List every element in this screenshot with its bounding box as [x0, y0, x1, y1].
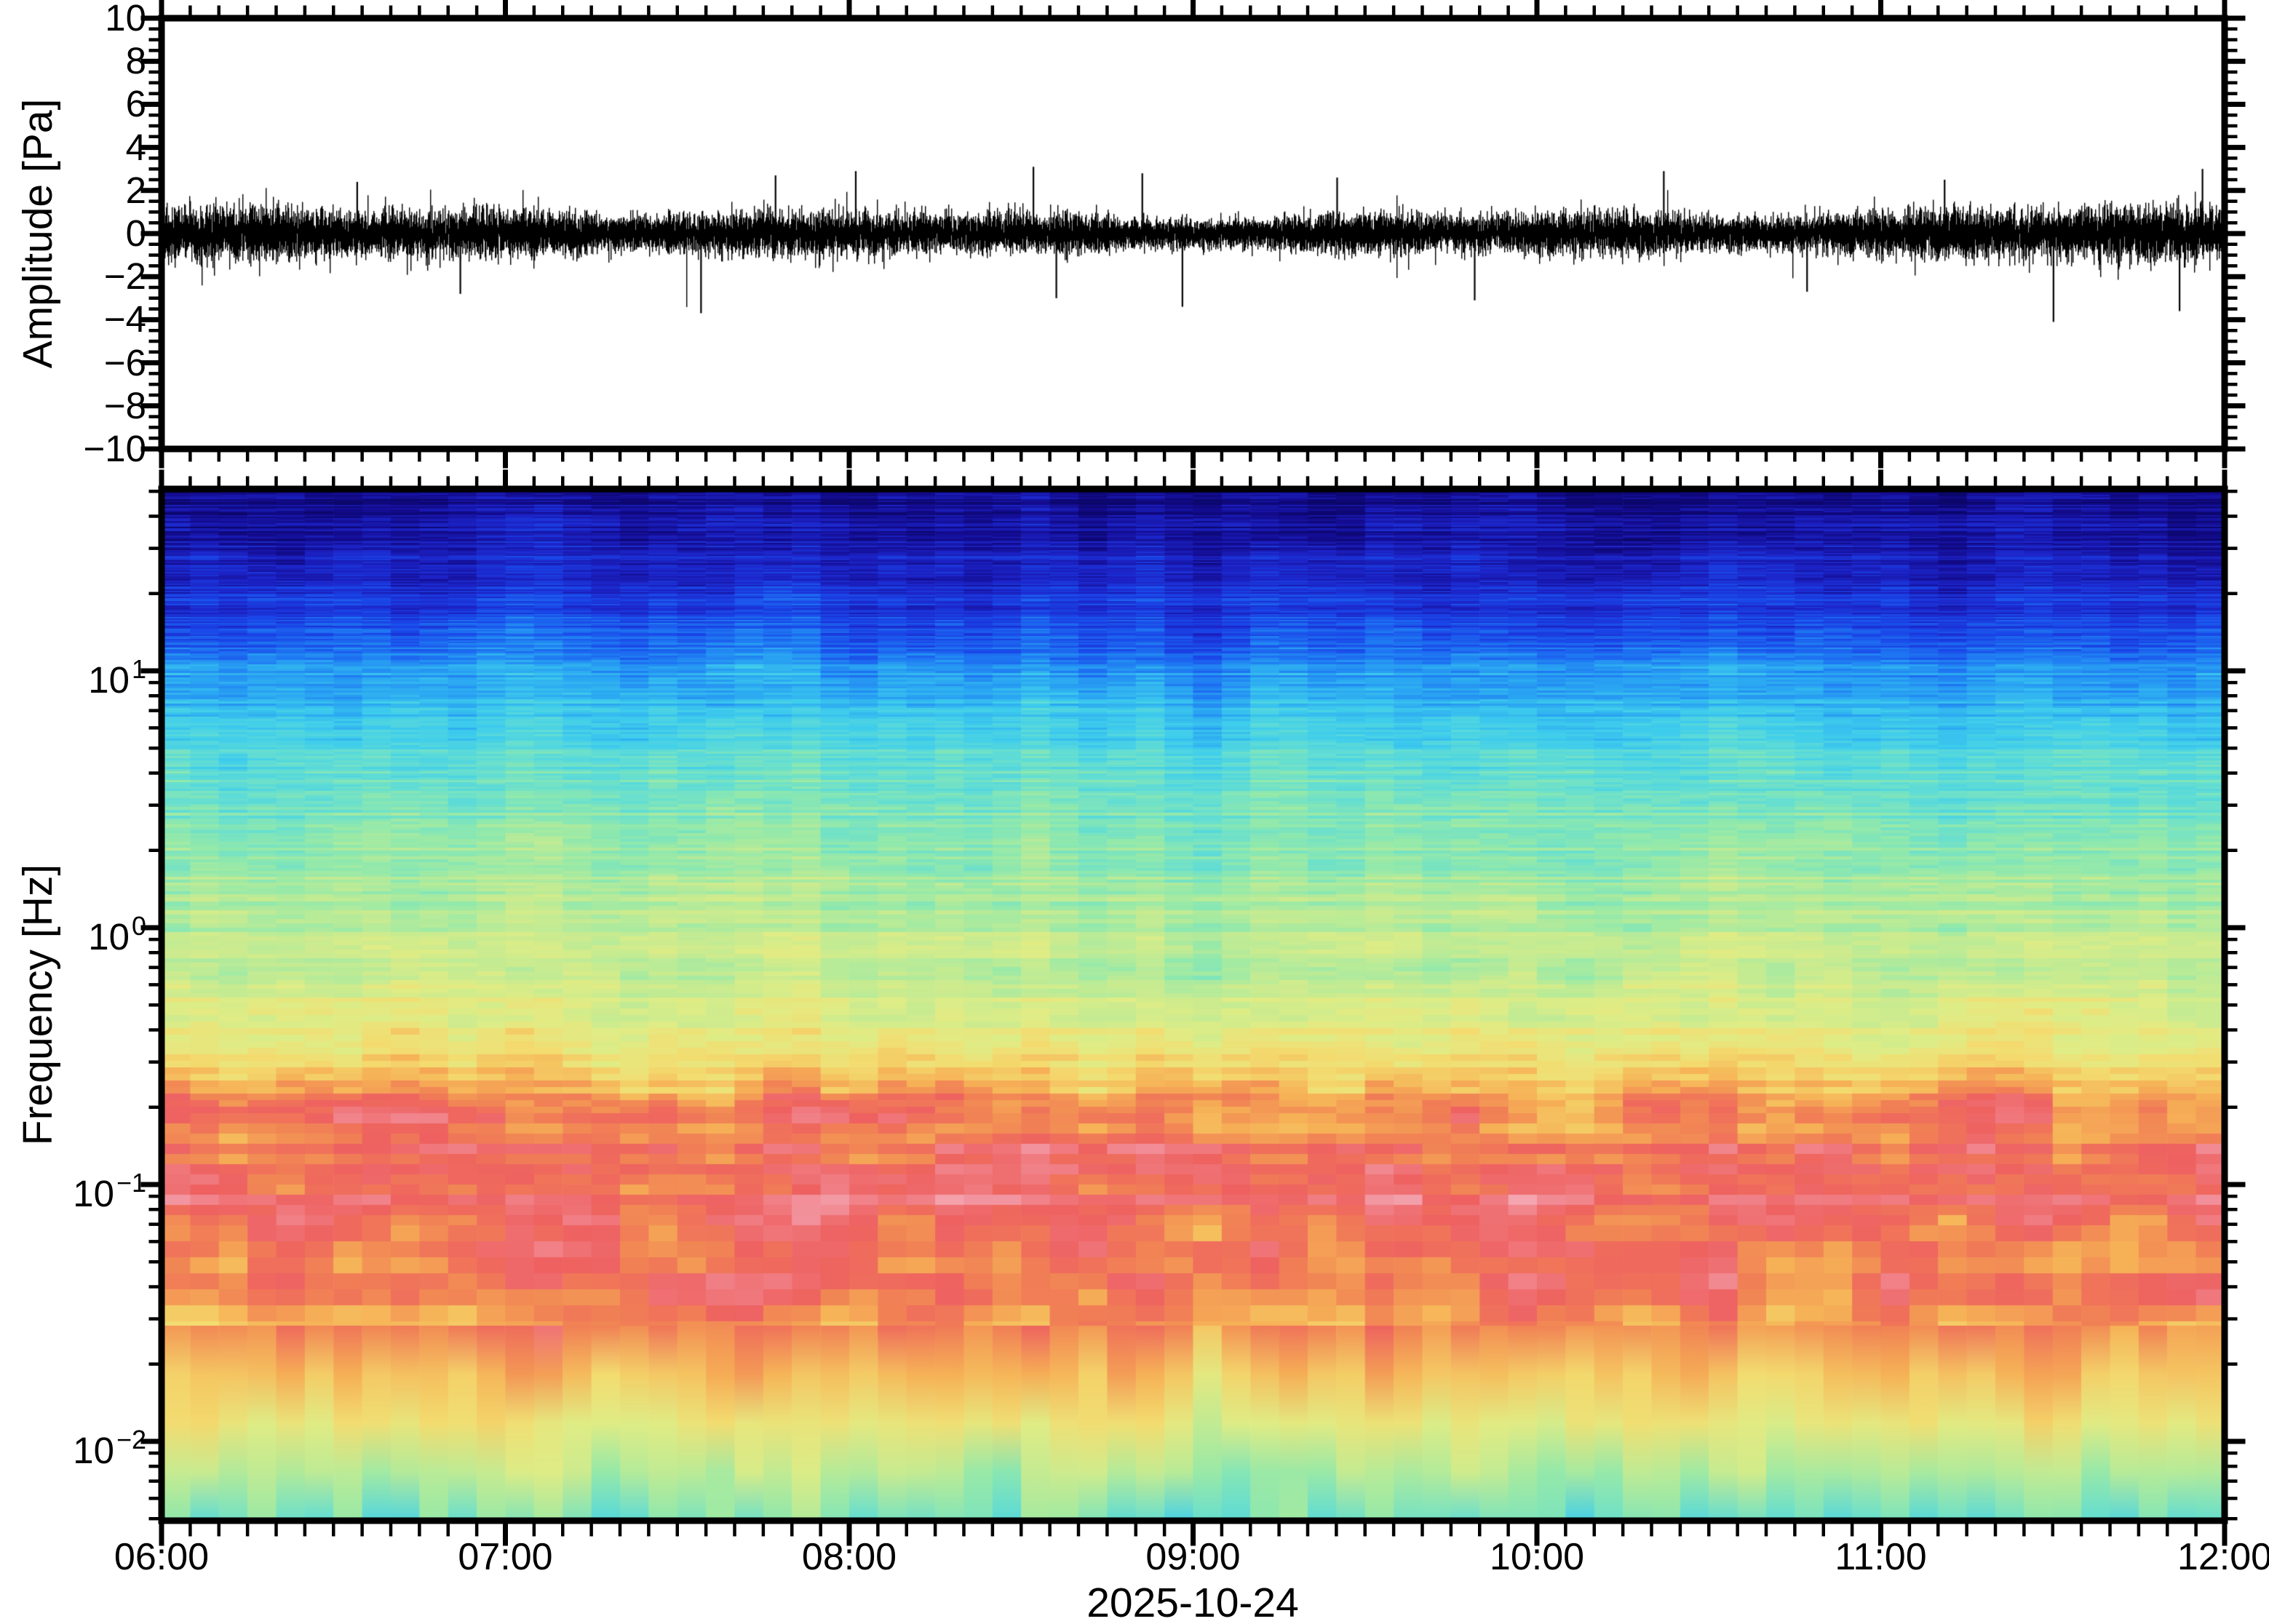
amplitude-tick-label: 0	[125, 212, 146, 254]
frequency-tick-label: 100	[0, 906, 146, 958]
time-tick-label: 08:00	[801, 1536, 897, 1578]
time-tick-label: 10:00	[1489, 1536, 1585, 1578]
amplitude-tick-label: −10	[83, 428, 146, 469]
amplitude-tick-label: 8	[125, 40, 146, 82]
amplitude-tick-label: −4	[103, 298, 146, 341]
freq-tick-base: 10	[88, 659, 130, 701]
freq-tick-exponent: 0	[131, 911, 146, 942]
amplitude-tick-label: 10	[105, 0, 146, 39]
amplitude-tick-label: 2	[125, 169, 146, 211]
amplitude-tick-label: −2	[103, 255, 146, 298]
amplitude-tick-label: −6	[103, 341, 146, 383]
freq-tick-base: 10	[73, 1430, 114, 1471]
freq-tick-base: 10	[88, 916, 130, 958]
time-tick-label: 07:00	[458, 1536, 553, 1578]
time-tick-label: 12:00	[2177, 1536, 2269, 1578]
frequency-tick-label: 10−2	[0, 1420, 146, 1471]
amplitude-tick-label: −8	[103, 384, 146, 426]
amplitude-tick-label: 6	[125, 83, 146, 125]
freq-tick-exponent: −2	[116, 1425, 146, 1455]
freq-tick-exponent: −1	[116, 1168, 146, 1198]
freq-tick-base: 10	[73, 1173, 114, 1214]
time-tick-label: 09:00	[1145, 1536, 1241, 1578]
freq-tick-exponent: 1	[131, 654, 146, 685]
spectrogram-plot-canvas	[162, 489, 2225, 1521]
time-tick-label: 11:00	[1835, 1536, 1927, 1578]
frequency-tick-label: 10−1	[0, 1163, 146, 1214]
amplitude-tick-label: 4	[125, 126, 146, 168]
frequency-tick-label: 101	[0, 649, 146, 701]
waveform-plot-canvas	[162, 18, 2225, 449]
time-tick-label: 06:00	[114, 1536, 210, 1578]
xaxis-date-label: 2025-10-24	[1086, 1580, 1299, 1624]
